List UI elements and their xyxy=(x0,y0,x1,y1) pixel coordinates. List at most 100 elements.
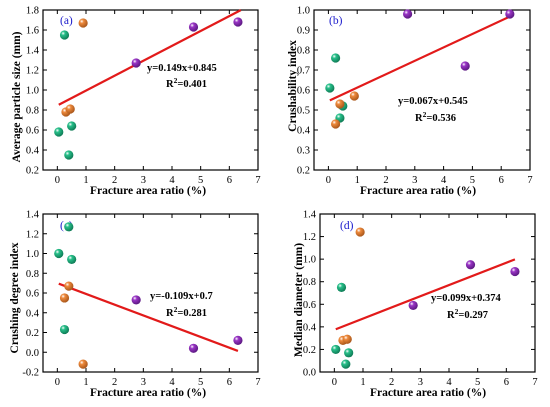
data-point xyxy=(349,91,359,101)
data-point xyxy=(59,293,70,303)
data-point xyxy=(355,227,365,237)
y-tick-label: 0.2 xyxy=(297,166,310,177)
y-tick-label: 0.0 xyxy=(26,348,39,359)
x-tick-label: 1 xyxy=(355,175,360,186)
y-tick-label: -0.2 xyxy=(22,368,39,379)
data-point xyxy=(59,324,70,335)
chart-panel-a: (a) y=0.149x+0.845 R2=0.401 Fracture are… xyxy=(11,6,261,198)
y-tick-label: 1.0 xyxy=(303,255,316,266)
plot-frame xyxy=(313,9,531,171)
y-axis-title: Crushability index xyxy=(287,40,299,132)
r2-superscript: 2 xyxy=(174,76,178,85)
x-tick-label: 6 xyxy=(227,377,232,388)
data-point xyxy=(131,295,141,305)
x-tick-label: 7 xyxy=(255,377,260,388)
y-tick-label: 0.4 xyxy=(26,146,40,157)
y-tick-label: 1.2 xyxy=(303,232,316,243)
r2-superscript: 2 xyxy=(174,305,178,314)
data-point xyxy=(65,104,75,114)
x-tick-label: 5 xyxy=(198,377,203,388)
data-point xyxy=(344,348,354,358)
x-tick-label: 7 xyxy=(527,175,532,186)
x-tick-label: 4 xyxy=(446,377,452,388)
fit-r-squared: R2=0.536 xyxy=(415,110,456,124)
data-point xyxy=(54,248,64,259)
x-tick-label: 7 xyxy=(532,377,537,388)
y-tick-label: 0.2 xyxy=(303,345,316,356)
fit-line xyxy=(58,9,242,106)
data-point xyxy=(510,266,520,277)
data-point xyxy=(335,99,345,109)
r2-superscript: 2 xyxy=(423,110,427,119)
x-tick-label: 2 xyxy=(112,377,117,388)
data-point xyxy=(465,260,476,270)
x-tick-label: 3 xyxy=(412,175,417,186)
r2-superscript: 2 xyxy=(455,307,459,316)
x-tick-label: 2 xyxy=(383,175,388,186)
r2-value: =0.536 xyxy=(426,113,456,124)
data-point xyxy=(78,18,88,28)
data-point xyxy=(325,83,335,93)
y-tick-label: 0.8 xyxy=(26,106,39,117)
x-tick-label: 2 xyxy=(112,175,117,186)
data-point xyxy=(460,61,470,71)
fit-r-squared: R2=0.401 xyxy=(166,76,207,90)
y-axis-title: Median diameter (mm) xyxy=(293,243,305,357)
y-tick-label: 0.0 xyxy=(303,368,316,379)
r2-value: =0.281 xyxy=(177,308,207,319)
y-tick-label: 0.8 xyxy=(26,269,39,280)
y-tick-label: 0.4 xyxy=(26,308,40,319)
y-tick-label: 1.2 xyxy=(26,229,39,240)
x-tick-label: 5 xyxy=(198,175,203,186)
x-axis-title: Fracture area ratio (%) xyxy=(90,387,206,399)
y-tick-label: 0.3 xyxy=(297,146,310,157)
r2-prefix: R xyxy=(166,308,174,319)
x-tick-label: 7 xyxy=(255,175,260,186)
fit-r-squared: R2=0.297 xyxy=(447,307,488,321)
plot-frame xyxy=(319,213,536,373)
y-tick-label: 0.6 xyxy=(297,86,310,97)
x-tick-label: 2 xyxy=(389,377,394,388)
y-tick-label: 0.8 xyxy=(303,277,316,288)
fit-equation: y=-0.109x+0.7 xyxy=(150,291,213,302)
y-tick-label: 0.8 xyxy=(297,46,310,57)
y-tick-label: 1.4 xyxy=(26,210,40,221)
fit-r-squared: R2=0.281 xyxy=(166,305,207,319)
x-tick-label: 1 xyxy=(83,377,88,388)
x-tick-label: 6 xyxy=(227,175,232,186)
x-axis-title: Fracture area ratio (%) xyxy=(360,185,476,197)
y-tick-label: 1.0 xyxy=(26,86,39,97)
x-axis-title: Fracture area ratio (%) xyxy=(370,387,486,399)
data-point xyxy=(342,334,352,344)
x-tick-label: 5 xyxy=(475,377,480,388)
r2-prefix: R xyxy=(166,79,174,90)
data-point xyxy=(403,9,413,19)
data-point xyxy=(505,9,515,19)
x-tick-label: 6 xyxy=(499,175,504,186)
data-point xyxy=(64,150,74,160)
x-tick-label: 3 xyxy=(418,377,423,388)
x-axis-title: Fracture area ratio (%) xyxy=(90,185,206,197)
y-tick-label: 1.0 xyxy=(26,249,39,260)
y-tick-label: 0.2 xyxy=(26,328,39,339)
r2-prefix: R xyxy=(415,113,423,124)
y-axis-title: Crushing degree index xyxy=(9,242,21,353)
y-axis-title: Average particle size (mm) xyxy=(11,31,23,162)
r2-value: =0.401 xyxy=(177,79,207,90)
x-tick-label: 6 xyxy=(504,377,509,388)
fit-line xyxy=(335,258,516,331)
data-point xyxy=(188,22,199,32)
fit-line xyxy=(58,282,239,352)
x-tick-label: 1 xyxy=(360,377,365,388)
data-point xyxy=(67,121,77,131)
panel-label: (b) xyxy=(329,15,343,27)
x-tick-label: 4 xyxy=(169,175,175,186)
chart-panel-c: (c) y=-0.109x+0.7 R2=0.281 Fracture area… xyxy=(9,210,261,400)
r2-prefix: R xyxy=(447,310,455,321)
y-tick-label: 0.4 xyxy=(297,126,311,137)
x-tick-label: 4 xyxy=(441,175,447,186)
y-tick-label: 1.8 xyxy=(26,6,39,17)
fit-line xyxy=(329,15,511,102)
y-tick-label: 0.5 xyxy=(297,106,310,117)
data-point xyxy=(331,344,341,355)
